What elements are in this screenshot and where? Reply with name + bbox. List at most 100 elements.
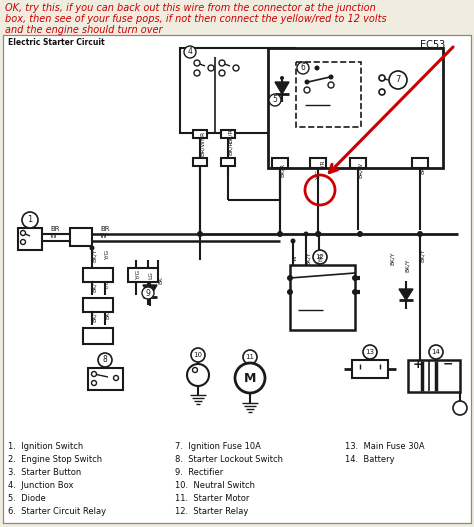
Bar [310,158,326,168]
Circle shape [304,87,310,93]
Polygon shape [399,289,413,300]
Text: BK/Y: BK/Y [405,258,410,272]
Circle shape [142,287,154,299]
Text: 10: 10 [193,352,202,358]
Text: BK/R: BK/R [280,163,285,177]
Circle shape [317,231,321,237]
Circle shape [277,231,283,237]
Text: BK/Y: BK/Y [92,308,97,321]
Text: BR/W: BR/W [200,140,205,157]
Text: 7: 7 [395,75,401,84]
Circle shape [91,380,97,385]
Bar [193,158,207,166]
Bar [180,48,295,133]
Text: 11.  Starter Motor: 11. Starter Motor [175,494,249,503]
Text: BK/Y: BK/Y [420,248,425,262]
Text: 13.  Main Fuse 30A: 13. Main Fuse 30A [345,442,425,451]
Bar [18,228,42,250]
Circle shape [20,239,26,245]
Bar [412,158,428,168]
Circle shape [219,60,225,66]
Bar [272,158,288,168]
Circle shape [269,94,281,106]
Bar [221,158,235,166]
Circle shape [184,46,196,58]
Text: BR: BR [420,166,425,174]
Circle shape [194,60,200,66]
Circle shape [113,376,118,380]
Circle shape [315,65,319,71]
Circle shape [328,74,334,80]
Bar [88,368,123,390]
Text: BK: BK [158,276,163,284]
Bar [408,360,460,392]
Text: 5.  Diode: 5. Diode [8,494,46,503]
Text: 14: 14 [431,349,440,355]
Text: Y/G: Y/G [136,270,141,280]
Bar [290,265,355,330]
Text: 10.  Neutral Switch: 10. Neutral Switch [175,481,255,490]
Text: 9.  Rectifier: 9. Rectifier [175,468,223,477]
Text: 1: 1 [27,216,33,225]
Circle shape [315,231,321,237]
Circle shape [328,82,334,88]
Text: BK/Y: BK/Y [92,278,97,291]
Circle shape [291,239,295,243]
Circle shape [233,65,239,71]
Bar [70,228,92,246]
Text: BR/W: BR/W [358,162,363,178]
Bar [83,328,113,344]
Text: 9: 9 [146,288,150,298]
Bar [352,360,388,378]
Text: 5: 5 [273,95,277,104]
Circle shape [20,230,26,236]
Text: 8: 8 [103,356,108,365]
Text: 12.  Starter Relay: 12. Starter Relay [175,507,248,516]
Text: W: W [293,255,298,261]
Text: 4: 4 [188,47,192,56]
Circle shape [208,65,214,71]
Bar [193,130,207,138]
Text: LG: LG [148,271,153,279]
Circle shape [219,70,225,76]
Bar [83,268,113,282]
Circle shape [352,275,358,281]
Text: 6: 6 [301,63,305,73]
Circle shape [363,345,377,359]
Text: 14.  Battery: 14. Battery [345,455,395,464]
Circle shape [297,62,309,74]
Bar [221,130,235,138]
Bar [350,158,366,168]
Circle shape [379,89,385,95]
Circle shape [280,76,284,80]
Text: BR: BR [50,226,60,232]
Circle shape [243,350,257,364]
Circle shape [191,348,205,362]
Text: W: W [100,233,107,239]
Text: BK/Y: BK/Y [306,251,311,265]
Text: M: M [244,372,256,385]
Text: −: − [443,357,453,370]
Circle shape [235,363,265,393]
Circle shape [429,345,443,359]
Text: Y/G: Y/G [316,170,321,180]
Bar [128,268,158,282]
Circle shape [98,353,112,367]
Circle shape [194,70,200,76]
Text: and the engine should turn over: and the engine should turn over [5,25,163,35]
Text: W: W [50,233,57,239]
Text: Y/G: Y/G [105,250,110,260]
Circle shape [197,231,203,237]
Text: Electric Starter Circuit: Electric Starter Circuit [8,38,105,47]
Text: 13: 13 [365,349,374,355]
Text: 8.  Starter Lockout Switch: 8. Starter Lockout Switch [175,455,283,464]
Text: BK/Y: BK/Y [390,251,395,265]
Circle shape [389,71,407,89]
Circle shape [304,80,310,84]
Circle shape [417,231,423,237]
Circle shape [303,231,309,237]
Polygon shape [275,82,289,94]
Text: BK/R: BK/R [228,141,233,155]
Text: 6.  Starter Circuit Relay: 6. Starter Circuit Relay [8,507,106,516]
Circle shape [90,246,94,250]
